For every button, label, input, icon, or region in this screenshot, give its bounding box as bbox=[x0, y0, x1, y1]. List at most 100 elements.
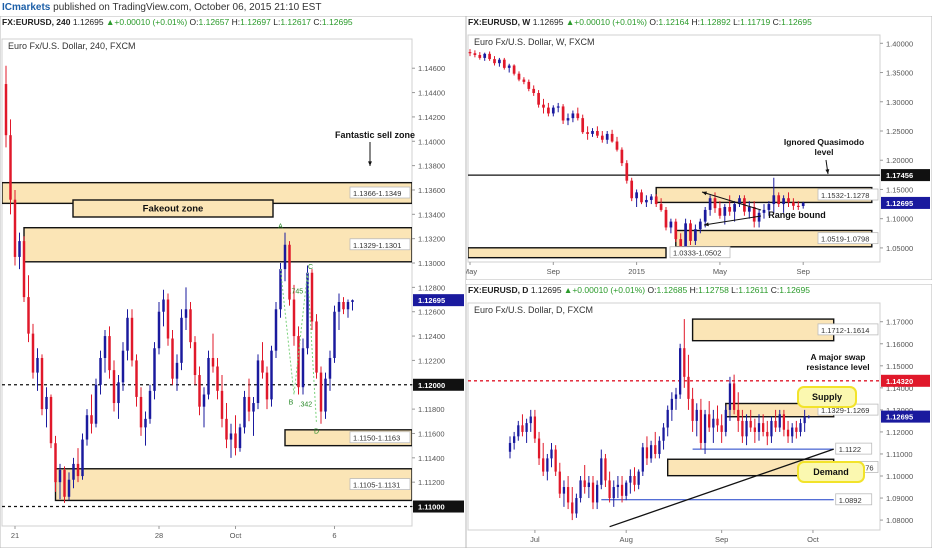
candle-body bbox=[63, 469, 66, 497]
candle-body bbox=[90, 415, 93, 424]
candle-body bbox=[162, 299, 165, 312]
x-tick-label: Oct bbox=[807, 535, 820, 544]
candle-body bbox=[171, 338, 174, 379]
ohlc-key: L: bbox=[731, 17, 740, 27]
candle-body bbox=[684, 223, 687, 247]
pattern-ratio-label: .342 bbox=[299, 402, 313, 409]
candle-body bbox=[747, 206, 751, 212]
callout[interactable]: Supply bbox=[797, 386, 857, 408]
candle-body bbox=[468, 52, 472, 54]
author-link[interactable]: ICmarkets bbox=[2, 2, 51, 13]
h4-chart-panel[interactable]: FX:EURUSD, 240 1.12695 ▲+0.00010 (+0.01%… bbox=[0, 16, 466, 548]
y-tick-label: 1.14000 bbox=[886, 384, 913, 393]
candle-body bbox=[649, 196, 653, 200]
candle-body bbox=[749, 420, 752, 428]
ohlc-l-value: 1.11719 bbox=[740, 17, 770, 27]
ohlc-key: C: bbox=[311, 17, 322, 27]
candle-body bbox=[703, 414, 707, 443]
candle-body bbox=[683, 348, 686, 377]
candle-body bbox=[346, 301, 350, 310]
candle-body bbox=[605, 133, 609, 140]
candle-body bbox=[659, 204, 663, 210]
candle-body bbox=[261, 360, 264, 373]
callout[interactable]: Fakeout zone bbox=[72, 199, 274, 218]
candle-body bbox=[512, 65, 516, 74]
callout[interactable]: Ignored Quasimodo level bbox=[784, 137, 864, 157]
zone-rect[interactable] bbox=[468, 247, 667, 259]
level-label-box bbox=[835, 493, 873, 506]
callout[interactable]: Demand bbox=[797, 461, 865, 483]
candle-body bbox=[698, 221, 702, 230]
candle-body bbox=[571, 113, 575, 119]
candle-body bbox=[508, 442, 512, 452]
annotations: Fantastic sell zone Fakeout zone A C B D .745.… bbox=[72, 130, 415, 436]
candle-body bbox=[669, 221, 673, 228]
candle-body bbox=[550, 449, 553, 459]
candle-body bbox=[256, 360, 260, 404]
candle-body bbox=[641, 447, 644, 472]
level-price-text: 1.17456 bbox=[886, 171, 913, 180]
y-tick-label: 1.17000 bbox=[886, 318, 913, 327]
level-price-text: 1.14320 bbox=[886, 377, 913, 386]
candle-body bbox=[283, 244, 287, 270]
zone-label-text: 1.1105-1.1131 bbox=[353, 481, 400, 490]
y-tick-label: 1.13000 bbox=[886, 406, 913, 415]
candle-body bbox=[741, 420, 744, 437]
y-tick-label: 1.13600 bbox=[418, 186, 445, 195]
x-tick-label: Oct bbox=[230, 531, 243, 540]
candle-body bbox=[616, 484, 620, 488]
candle-body bbox=[608, 480, 611, 499]
candle-body bbox=[527, 81, 531, 89]
y-tick-label: 1.14200 bbox=[418, 113, 445, 122]
candle-body bbox=[198, 375, 201, 407]
candle-body bbox=[629, 476, 632, 483]
candle-body bbox=[108, 336, 111, 371]
weekly-chart-panel[interactable]: FX:EURUSD, W 1.12695 ▲+0.00010 (+0.01%) … bbox=[466, 16, 932, 280]
candle-body bbox=[58, 469, 62, 483]
plot-layer bbox=[468, 318, 880, 528]
candle-body bbox=[654, 196, 658, 205]
up-arrow-icon: ▲ bbox=[562, 285, 573, 295]
y-tick-label: 1.13800 bbox=[418, 162, 445, 171]
zone-label-text: 1.1532-1.1278 bbox=[821, 191, 869, 200]
zone-rect[interactable] bbox=[691, 318, 835, 342]
y-tick-label: 1.08000 bbox=[886, 516, 913, 525]
candle-body bbox=[591, 482, 595, 503]
candle-body bbox=[247, 396, 251, 412]
candle-body bbox=[778, 414, 781, 428]
chart-title: Euro Fx/U.S. Dollar, W, FXCM bbox=[474, 37, 595, 47]
pattern-point-label: A bbox=[278, 224, 283, 231]
callout[interactable]: Fantastic sell zone bbox=[335, 130, 415, 140]
zone-label: 1.1366-1.1349 bbox=[349, 186, 411, 199]
candle-body bbox=[207, 357, 210, 395]
trend-line[interactable] bbox=[609, 448, 834, 528]
y-tick-label: 1.14400 bbox=[418, 89, 445, 98]
candle-body bbox=[587, 482, 590, 488]
zone-label: 1.1712-1.1614 bbox=[817, 323, 879, 336]
daily-chart-panel[interactable]: FX:EURUSD, D 1.12695 ▲+0.00010 (+0.01%) … bbox=[466, 284, 932, 548]
candle-body bbox=[121, 350, 125, 383]
candle-body bbox=[328, 357, 332, 379]
candle-body bbox=[547, 107, 550, 114]
candle-body bbox=[473, 53, 477, 55]
callout[interactable]: Range bound bbox=[768, 210, 826, 220]
candle-body bbox=[220, 390, 224, 419]
y-tick-label: 1.14600 bbox=[418, 64, 445, 73]
candle-body bbox=[566, 487, 570, 503]
callout[interactable]: A major swap resistance level bbox=[806, 352, 869, 372]
plot-layer bbox=[2, 65, 412, 508]
symbol-label: FX:EURUSD, W bbox=[468, 17, 531, 27]
candle-body bbox=[596, 484, 599, 503]
candle-body bbox=[753, 427, 756, 432]
candle-body bbox=[49, 396, 53, 444]
zone-label-box bbox=[349, 238, 411, 251]
candle-body bbox=[575, 498, 578, 514]
candle-body bbox=[728, 383, 732, 410]
candle-body bbox=[581, 118, 585, 133]
change-label: +0.00010 (+0.01%) bbox=[572, 285, 645, 295]
y-tick-label: 1.12000 bbox=[886, 428, 913, 437]
candle-body bbox=[99, 357, 102, 385]
callout-text: Ignored Quasimodo level bbox=[784, 137, 864, 157]
candle-body bbox=[130, 317, 134, 361]
candle-body bbox=[525, 423, 528, 432]
